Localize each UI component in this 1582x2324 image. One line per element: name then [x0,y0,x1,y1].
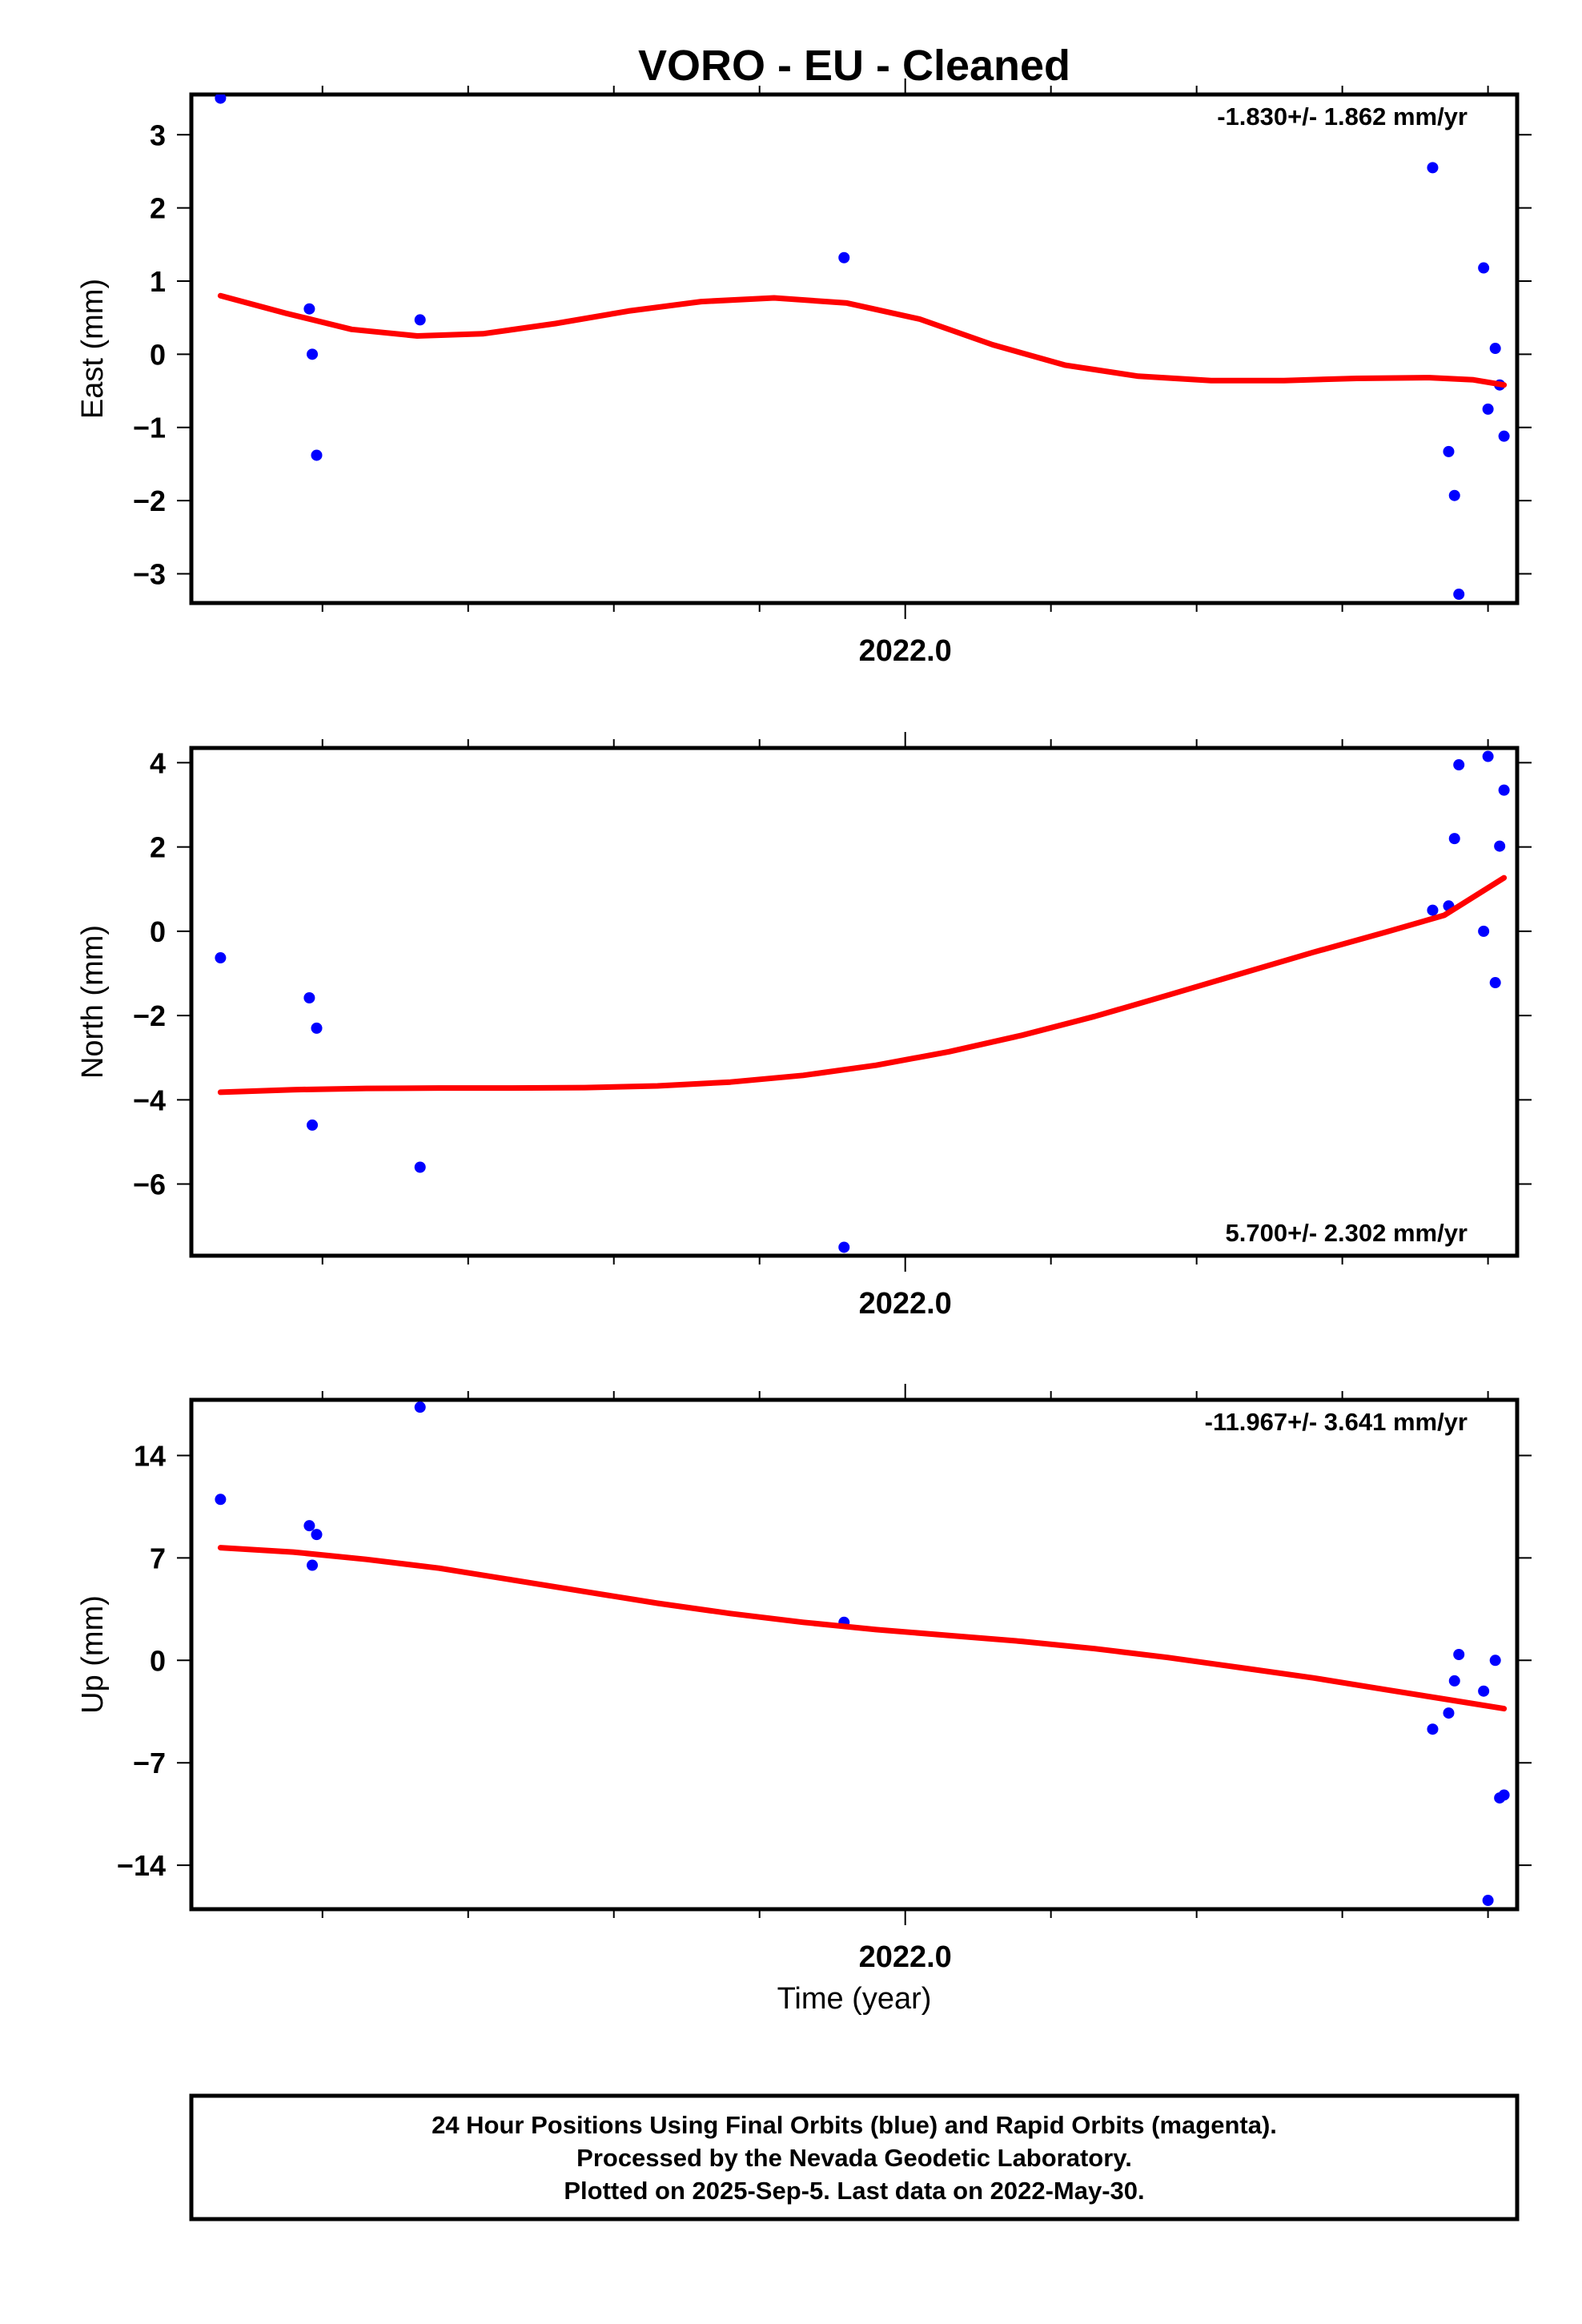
east-fit-line [217,292,1508,388]
up-data-point [414,1401,426,1413]
east-data-point [1443,445,1455,457]
north-y-tick-label: −2 [133,999,166,1032]
north-y-tick-label: 2 [150,831,166,864]
east-data-point [1478,262,1490,274]
east-data-point [303,303,315,315]
footer-line-3: Plotted on 2025-Sep-5. Last data on 2022… [564,2177,1144,2205]
east-frame [189,92,1520,605]
east-y-tick-label: 0 [150,338,166,371]
east-y-axis-title: East (mm) [76,279,110,419]
east-data-point [1448,489,1460,501]
up-data-point [1478,1685,1490,1697]
east-data-point [414,314,426,326]
north-plot-area [215,750,1510,1253]
east-data-point [215,94,227,104]
north-data-point [1448,833,1460,845]
north-data-point [311,1022,323,1034]
up-y-tick-label: 7 [150,1542,166,1574]
up-data-point [311,1529,323,1541]
east-y-tick-label: 3 [150,119,166,151]
east-data-point [1427,162,1439,174]
up-plot-area [215,1401,1510,1907]
east-rate-label: -1.830+/- 1.862 mm/yr [1217,103,1468,131]
up-data-point [1443,1707,1455,1719]
east-data-point [1498,430,1510,442]
up-data-point [215,1494,227,1506]
footer-box: 24 Hour Positions Using Final Orbits (bl… [189,2093,1520,2221]
x-axis-title: Time (year) [777,1982,932,2016]
north-frame [189,746,1520,1258]
up-data-point [1489,1655,1501,1667]
up-panel: 2022.0 14 7 0 −7 −14 Up (mm) -11.967+/- 3.641 m… [76,1384,1532,1974]
north-data-point [1494,840,1506,852]
north-rate-label: 5.700+/- 2.302 mm/yr [1226,1219,1468,1247]
east-plot-area [215,94,1510,601]
up-y-tick-label: −14 [117,1849,166,1882]
north-fit-line [217,875,1508,1096]
east-y-tick-label: −3 [133,557,166,590]
east-data-point [1489,343,1501,355]
north-x-tick-label: 2022.0 [859,1287,952,1321]
up-x-tick-label: 2022.0 [859,1940,952,1974]
north-data-point [1453,759,1465,771]
north-data-point [1482,750,1494,762]
north-data-point [1489,977,1501,989]
up-data-point [1482,1895,1494,1907]
north-y-tick-label: −4 [133,1084,166,1116]
north-data-point [838,1241,850,1253]
up-frame [189,1397,1520,1912]
up-fit-line [217,1545,1508,1712]
north-y-tick-label: −6 [133,1168,166,1201]
north-y-tick-label: 4 [150,746,166,779]
up-data-point [1427,1723,1439,1735]
footer-line-1: 24 Hour Positions Using Final Orbits (bl… [432,2111,1277,2139]
up-y-tick-label: 0 [150,1644,166,1677]
east-y-tick-label: 1 [150,265,166,298]
east-y-tick-label: −1 [133,412,166,444]
up-y-tick-label: 14 [134,1439,166,1472]
north-data-point [1478,925,1490,937]
footer-frame [189,2093,1520,2221]
north-y-tick-label: 0 [150,915,166,948]
up-data-point [1498,1789,1510,1801]
north-data-point [215,952,227,964]
footer-line-2: Processed by the Nevada Geodetic Laborat… [576,2144,1132,2172]
east-data-point [311,449,323,461]
north-panel: 2022.0 4 2 0 −2 −4 −6 North (mm) 5.700+/- 2.302 … [76,732,1532,1321]
north-data-point [414,1161,426,1173]
east-panel: 2022.0 3 2 1 0 −1 −2 −3 East (mm) -1.830+/- 1.862… [76,78,1532,668]
up-y-tick-label: −7 [133,1747,166,1779]
east-data-point [838,251,850,263]
up-rate-label: -11.967+/- 3.641 mm/yr [1205,1408,1468,1436]
north-data-point [303,992,315,1004]
east-data-point [307,348,319,360]
north-y-axis-title: North (mm) [76,925,110,1079]
up-data-point [303,1520,315,1532]
up-data-point [1448,1675,1460,1687]
east-y-tick-label: 2 [150,192,166,225]
chart-title: VORO - EU - Cleaned [638,42,1070,90]
east-x-tick-label: 2022.0 [859,634,952,668]
up-y-axis-title: Up (mm) [76,1595,110,1714]
east-y-tick-label: −2 [133,485,166,517]
up-data-point [307,1559,319,1571]
east-data-point [1482,403,1494,415]
north-data-point [1427,904,1439,916]
east-data-point [1453,589,1465,601]
up-data-point [1453,1649,1465,1660]
north-data-point [1498,784,1510,796]
north-data-point [307,1119,319,1131]
